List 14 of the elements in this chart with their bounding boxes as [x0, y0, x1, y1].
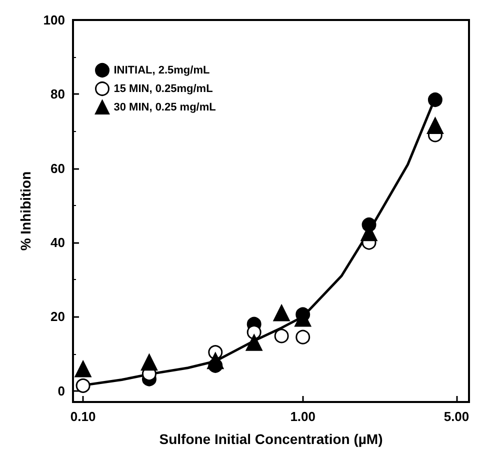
legend-label: 30 MIN, 0.25 mg/mL: [114, 101, 216, 114]
x-axis-title: Sulfone Initial Concentration (µM): [159, 431, 383, 447]
x-tick-label: 5.00: [444, 409, 470, 424]
legend-label: 15 MIN, 0.25mg/mL: [114, 82, 214, 95]
x-tick-label: 1.00: [290, 409, 316, 424]
y-tick-label: 20: [50, 309, 65, 324]
y-axis-title: % Inhibition: [17, 171, 34, 251]
legend-label: INITIAL, 2.5mg/mL: [114, 64, 210, 76]
y-tick-label: 40: [50, 235, 65, 250]
y-tick-label: 0: [58, 383, 65, 398]
x-tick-label: 0.10: [70, 409, 96, 424]
y-tick-label: 100: [43, 12, 65, 28]
y-tick-label: 80: [50, 86, 65, 102]
y-tick-label: 60: [50, 160, 65, 176]
